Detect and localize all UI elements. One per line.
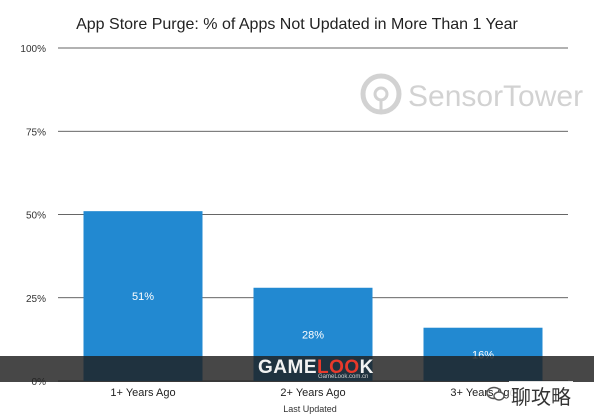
chart-title: App Store Purge: % of Apps Not Updated i… bbox=[76, 16, 518, 33]
bar-value-label: 28% bbox=[302, 329, 324, 341]
y-tick-label: 50% bbox=[26, 211, 46, 222]
bar-value-label: 51% bbox=[132, 291, 154, 303]
x-axis-title: Last Updated bbox=[283, 404, 337, 414]
gamelook-logo: GAMELOOK bbox=[258, 357, 374, 379]
gamelook-prefix: GAME bbox=[258, 357, 317, 378]
bar bbox=[83, 211, 203, 381]
y-axis-ticks: 0% 25% 50% 75% 100% bbox=[20, 44, 46, 388]
sensortower-text: SensorTower bbox=[408, 80, 583, 113]
x-tick-label: 1+ Years Ago bbox=[110, 387, 175, 399]
x-axis-labels: 1+ Years Ago 2+ Years Ago 3+ Years Ago bbox=[110, 387, 515, 399]
gamelook-url: GameLook.com.cn bbox=[318, 374, 369, 380]
y-tick-label: 100% bbox=[20, 44, 46, 55]
wechat-watermark-text: 聊攻略 bbox=[509, 381, 573, 410]
x-tick-label: 2+ Years Ago bbox=[280, 387, 345, 399]
gamelook-suffix: K bbox=[359, 357, 374, 378]
gamelook-oo: LOO bbox=[317, 357, 360, 378]
watermark-banner bbox=[0, 356, 594, 382]
y-tick-label: 75% bbox=[26, 127, 46, 138]
y-tick-label: 25% bbox=[26, 294, 46, 305]
wechat-icon bbox=[486, 386, 505, 401]
sensortower-logo: SensorTower bbox=[360, 73, 583, 115]
y-tick-label: 0% bbox=[32, 377, 47, 388]
